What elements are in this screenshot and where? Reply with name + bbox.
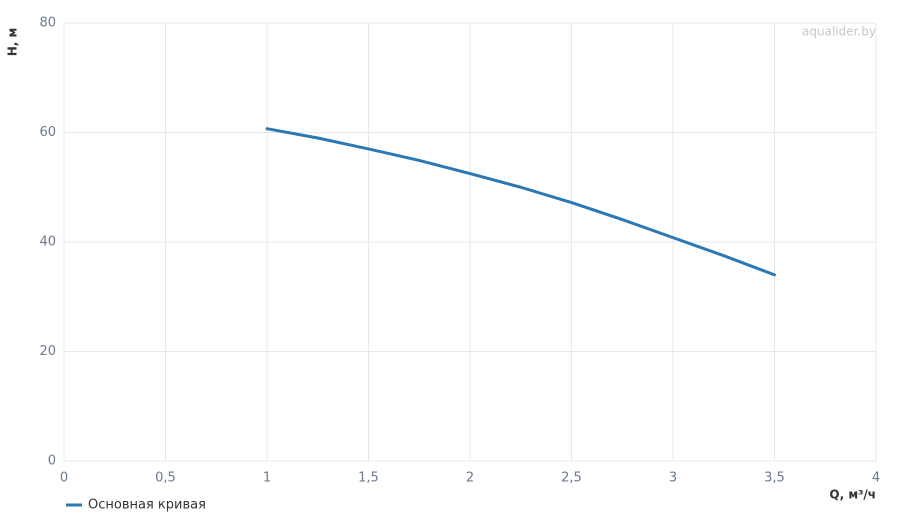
y-tick-label: 80 — [39, 16, 56, 31]
y-tick-label: 60 — [39, 125, 56, 140]
x-tick-label: 2,5 — [561, 471, 582, 486]
legend-label: Основная кривая — [88, 498, 206, 513]
x-tick-label: 4 — [872, 471, 880, 486]
x-tick-label: 3 — [669, 471, 677, 486]
y-tick-label: 0 — [48, 454, 56, 469]
y-axis-title: H, м — [6, 28, 20, 57]
x-axis-title: Q, м³/ч — [829, 488, 876, 502]
watermark: aqualider.by — [802, 25, 876, 39]
x-tick-label: 1,5 — [358, 471, 379, 486]
x-tick-label: 0 — [60, 471, 68, 486]
x-tick-label: 3,5 — [764, 471, 785, 486]
y-tick-label: 40 — [39, 235, 56, 250]
line-series — [265, 127, 776, 277]
y-tick-label: 20 — [39, 344, 56, 359]
x-tick-label: 0,5 — [155, 471, 176, 486]
x-tick-label: 2 — [466, 471, 474, 486]
x-tick-label: 1 — [263, 471, 271, 486]
